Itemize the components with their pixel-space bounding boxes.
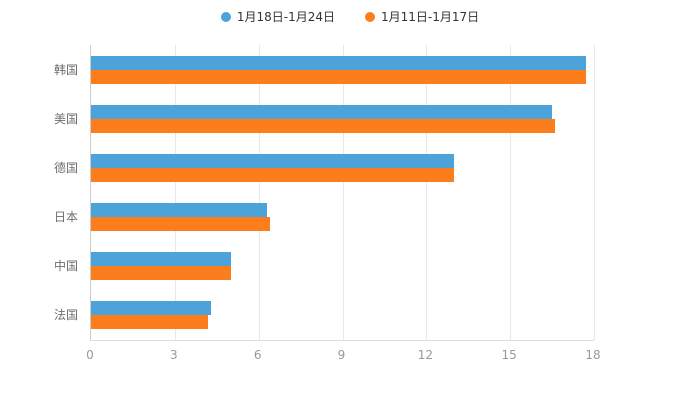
gridline: [426, 45, 428, 340]
bar-日本-series-1: [91, 217, 270, 232]
legend-item-0[interactable]: 1月18日-1月24日: [220, 8, 335, 25]
legend-label: 1月11日-1月17日: [381, 10, 480, 24]
y-axis-label-中国: 中国: [53, 259, 78, 274]
bar-美国-series-0: [91, 104, 553, 119]
gridline: [594, 45, 595, 340]
bar-中国-series-0: [91, 252, 231, 267]
bar-德国-series-1: [91, 167, 455, 182]
x-axis-tick-18: 18: [585, 348, 601, 362]
x-axis-tick-15: 15: [501, 348, 517, 362]
plot-area: [90, 45, 595, 341]
bar-美国-series-1: [91, 118, 555, 133]
bar-德国-series-0: [91, 153, 455, 168]
y-axis-label-法国: 法国: [53, 308, 78, 323]
gridline: [258, 45, 260, 340]
y-axis-label-德国: 德国: [53, 160, 78, 175]
legend-swatch-icon: [220, 11, 231, 22]
x-axis-tick-6: 6: [253, 348, 262, 362]
legend-swatch-icon: [365, 11, 375, 22]
y-axis-label-日本: 日本: [53, 210, 78, 225]
bar-法国-series-1: [91, 315, 209, 330]
x-axis-tick-9: 9: [337, 348, 346, 362]
gridline: [174, 45, 176, 340]
y-axis-label-美国: 美国: [53, 111, 78, 126]
x-axis-tick-0: 0: [86, 348, 94, 362]
chart-legend: 1月18日-1月24日 1月11日-1月17日: [0, 8, 700, 25]
legend-item-1[interactable]: 1月11日-1月17日: [365, 8, 479, 25]
y-axis-label-韩国: 韩国: [53, 62, 78, 77]
bar-中国-series-1: [91, 266, 231, 281]
bar-韩国-series-1: [91, 69, 586, 84]
x-axis-tick-12: 12: [417, 348, 433, 362]
legend-label: 1月18日-1月24日: [236, 10, 335, 24]
bar-韩国-series-0: [91, 55, 586, 70]
gridline: [510, 45, 512, 340]
gridline: [342, 45, 344, 340]
bar-法国-series-0: [91, 301, 212, 316]
bar-日本-series-0: [91, 203, 268, 218]
x-axis-tick-3: 3: [170, 348, 178, 362]
